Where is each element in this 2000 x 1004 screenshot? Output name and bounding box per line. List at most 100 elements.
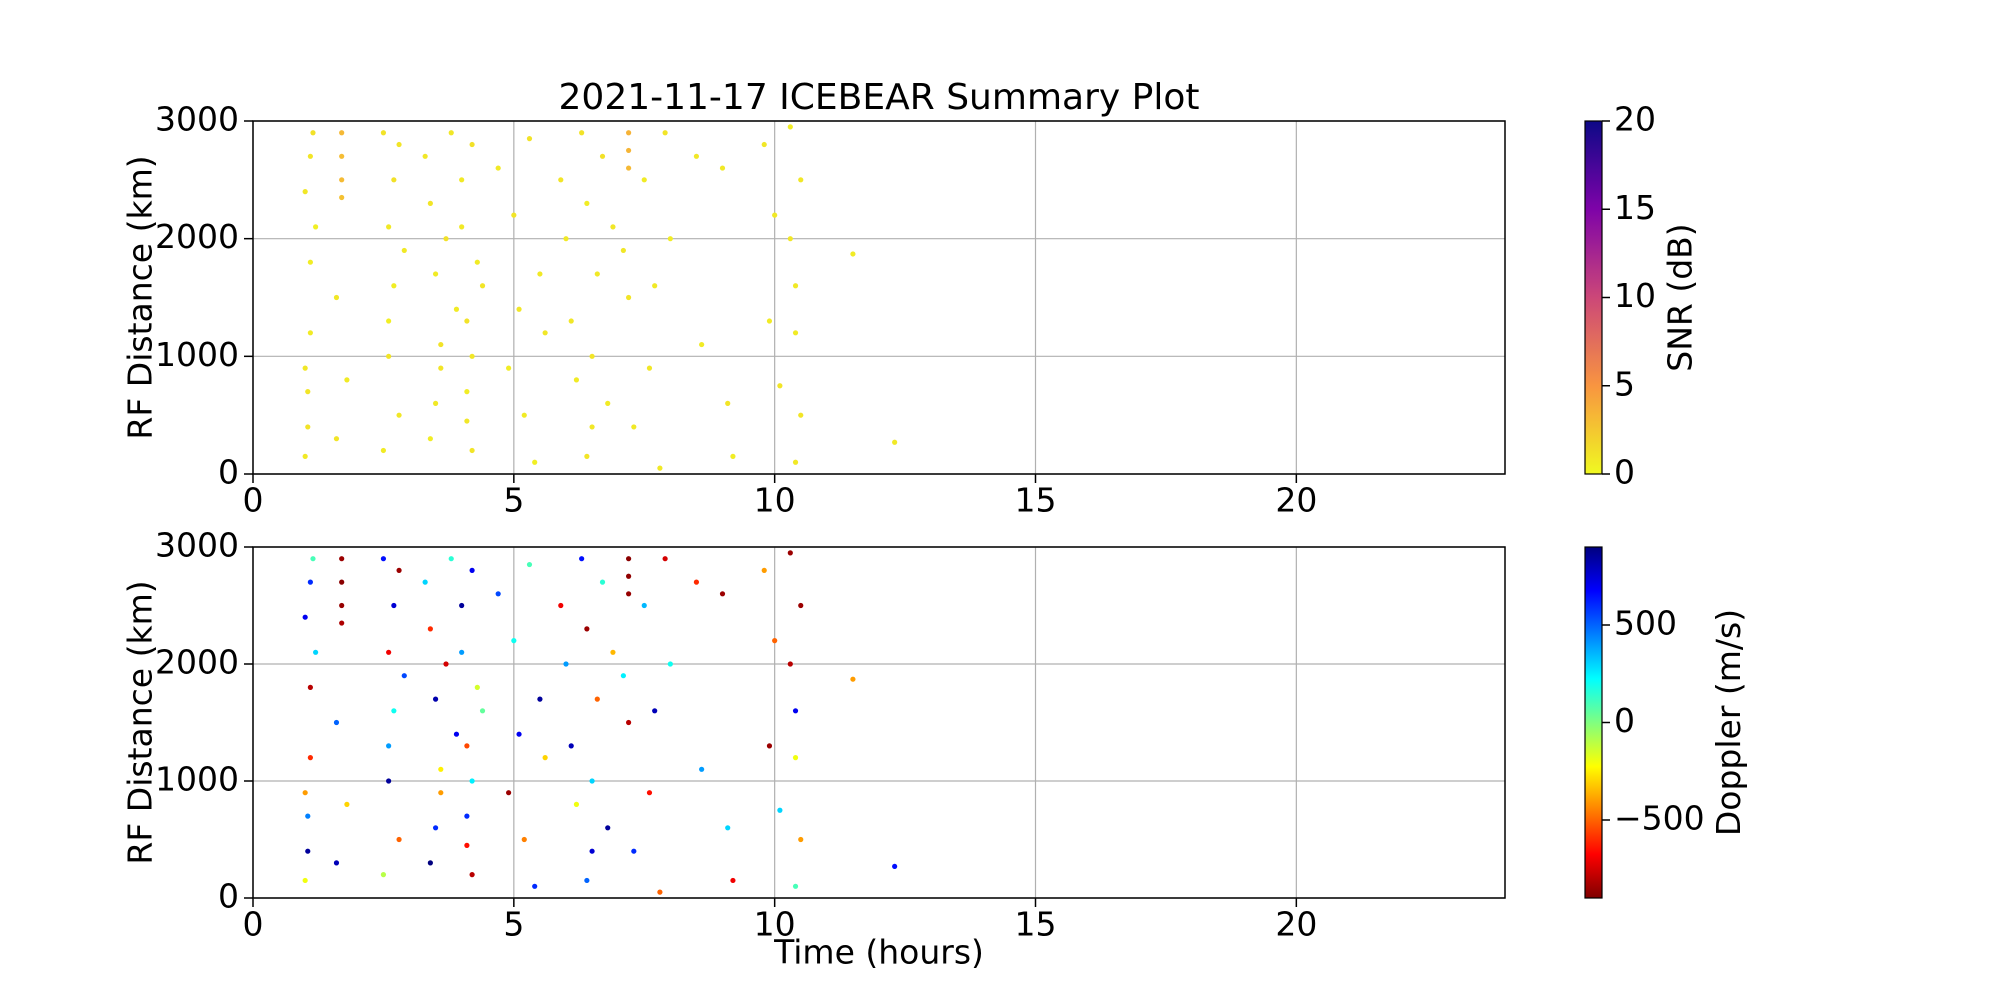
point <box>594 271 600 277</box>
x-tick-label: 15 <box>1015 905 1057 944</box>
point <box>798 177 804 183</box>
point <box>469 567 475 574</box>
point <box>453 731 460 737</box>
point <box>662 130 668 136</box>
colorbar-tick-label: 0 <box>1614 453 1635 492</box>
point <box>307 579 313 585</box>
point <box>646 365 653 371</box>
point <box>391 283 397 289</box>
point <box>313 649 319 655</box>
y-axis-label: RF Distance (km) <box>121 155 160 439</box>
y-tick-label: 2000 <box>155 643 239 682</box>
point <box>516 731 522 737</box>
x-tick-label: 5 <box>503 905 524 944</box>
point <box>626 556 632 562</box>
point <box>453 306 460 312</box>
point <box>558 177 564 183</box>
plot-frame <box>252 120 1506 475</box>
y-tick-label: 1000 <box>155 760 239 799</box>
point <box>432 400 439 406</box>
point <box>443 661 449 667</box>
point <box>589 848 595 854</box>
point <box>386 743 392 749</box>
point <box>427 860 433 866</box>
point <box>380 447 387 454</box>
point <box>573 377 580 383</box>
point <box>850 251 856 257</box>
point <box>310 556 316 562</box>
point <box>610 224 616 230</box>
point <box>339 194 345 201</box>
point <box>339 177 345 183</box>
point <box>302 790 308 796</box>
point <box>641 602 647 609</box>
point <box>626 165 632 171</box>
point <box>693 579 700 585</box>
point <box>302 453 308 459</box>
point <box>787 661 793 667</box>
y-tick-label: 0 <box>218 453 239 492</box>
point <box>521 412 527 418</box>
point <box>469 778 475 784</box>
point <box>459 649 465 655</box>
point <box>386 353 392 359</box>
point <box>305 848 311 854</box>
point <box>584 200 590 206</box>
point <box>584 877 590 884</box>
point <box>792 330 799 336</box>
point <box>652 708 658 714</box>
point <box>302 365 308 371</box>
point <box>558 602 564 609</box>
point <box>787 236 793 242</box>
point <box>589 778 595 784</box>
point <box>626 573 632 579</box>
point <box>777 807 783 813</box>
point <box>432 825 439 831</box>
point <box>438 341 444 348</box>
point <box>761 567 767 574</box>
point <box>313 224 319 230</box>
point <box>730 877 736 884</box>
point <box>657 465 663 471</box>
point <box>339 579 345 585</box>
point <box>584 453 590 459</box>
scatter-points <box>302 124 898 471</box>
colorbar-tick-label: 20 <box>1614 100 1656 139</box>
y-tick-label: 2000 <box>155 217 239 256</box>
x-tick-label: 20 <box>1275 481 1317 520</box>
point <box>386 649 392 655</box>
point <box>422 579 428 585</box>
point <box>631 424 637 430</box>
point <box>459 602 465 609</box>
point <box>464 743 470 749</box>
point <box>620 247 626 254</box>
point <box>568 318 574 324</box>
point <box>542 755 548 761</box>
point <box>761 141 767 148</box>
point <box>401 673 407 679</box>
point <box>469 872 475 878</box>
point <box>391 708 397 714</box>
point <box>725 825 731 831</box>
colorbar-label: SNR (dB) <box>1661 223 1700 371</box>
point <box>542 330 548 336</box>
point <box>511 638 517 644</box>
x-tick-label: 10 <box>754 905 796 944</box>
point <box>427 200 433 206</box>
y-tick-label: 0 <box>218 877 239 916</box>
point <box>532 459 538 465</box>
y-tick-label: 1000 <box>155 335 239 374</box>
point <box>305 813 311 819</box>
point <box>333 436 340 442</box>
point <box>568 743 574 749</box>
point <box>792 459 799 465</box>
point <box>652 283 658 289</box>
point <box>396 836 402 843</box>
chart-title: 2021-11-17 ICEBEAR Summary Plot <box>559 77 1200 118</box>
point <box>626 147 632 154</box>
point <box>521 836 527 843</box>
point <box>626 294 632 301</box>
point <box>594 696 600 702</box>
point <box>798 836 804 843</box>
point <box>333 860 340 866</box>
